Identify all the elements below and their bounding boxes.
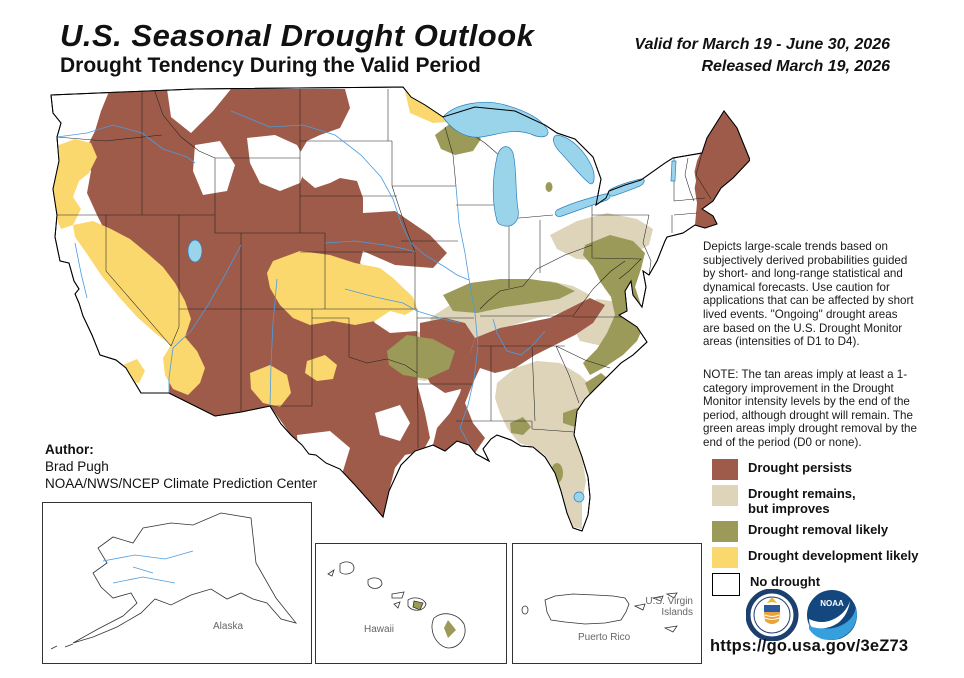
hawaii-label: Hawaii [364,624,395,635]
legend-swatch-no-drought [712,573,740,596]
us-coastline [50,86,750,532]
regions-no-drought-holes [193,135,696,475]
noaa-logo-icon: NOAA [807,590,857,640]
author-heading: Author: [45,442,94,457]
hawaii-map [327,561,466,649]
legend-item-removal: Drought removal likely [712,521,918,542]
map-legend: Drought persists Drought remains, but im… [712,459,918,601]
page-title: U.S. Seasonal Drought Outlook [60,18,535,53]
shortlink-url[interactable]: https://go.usa.gov/3eZ73 [710,637,909,655]
conus-drought-map [50,86,750,532]
legend-item-improves: Drought remains, but improves [712,485,918,516]
puerto-rico-label: Puerto Rico [578,632,631,643]
note-paragraph: NOTE: The tan areas imply at least a 1-c… [703,368,917,449]
alaska-label: Alaska [213,621,244,632]
puerto-rico-map [521,592,678,633]
svg-text:NOAA: NOAA [820,599,844,608]
great-lakes [187,101,677,503]
author-name: Brad Pugh [45,459,109,474]
page-subtitle: Drought Tendency During the Valid Period [60,54,481,77]
legend-swatch-improves [712,485,738,506]
legend-item-no-drought: No drought [712,573,918,596]
description-paragraph: Depicts large-scale trends based on subj… [703,240,914,349]
legend-swatch-development [712,547,738,568]
regions-drought-removal [387,123,645,483]
legend-item-persists: Drought persists [712,459,918,480]
alaska-map [50,512,298,650]
legend-item-development: Drought development likely [712,547,918,568]
doc-seal-icon [745,588,799,642]
agency-logos: NOAA [745,588,858,646]
author-org: NOAA/NWS/NCEP Climate Prediction Center [45,476,318,491]
usvi-label: U.S. Virgin Islands [645,596,693,618]
puerto-rico-inset: Puerto Rico U.S. Virgin Islands [512,543,702,664]
legend-swatch-removal [712,521,738,542]
rivers [56,110,546,445]
valid-period-text: Valid for March 19 - June 30, 2026 Relea… [634,36,890,75]
legend-swatch-persists [712,459,738,480]
author-block: Author: Brad Pugh NOAA/NWS/NCEP Climate … [45,441,317,492]
alaska-inset: Alaska [42,502,312,664]
hawaii-inset: Hawaii [315,543,507,664]
